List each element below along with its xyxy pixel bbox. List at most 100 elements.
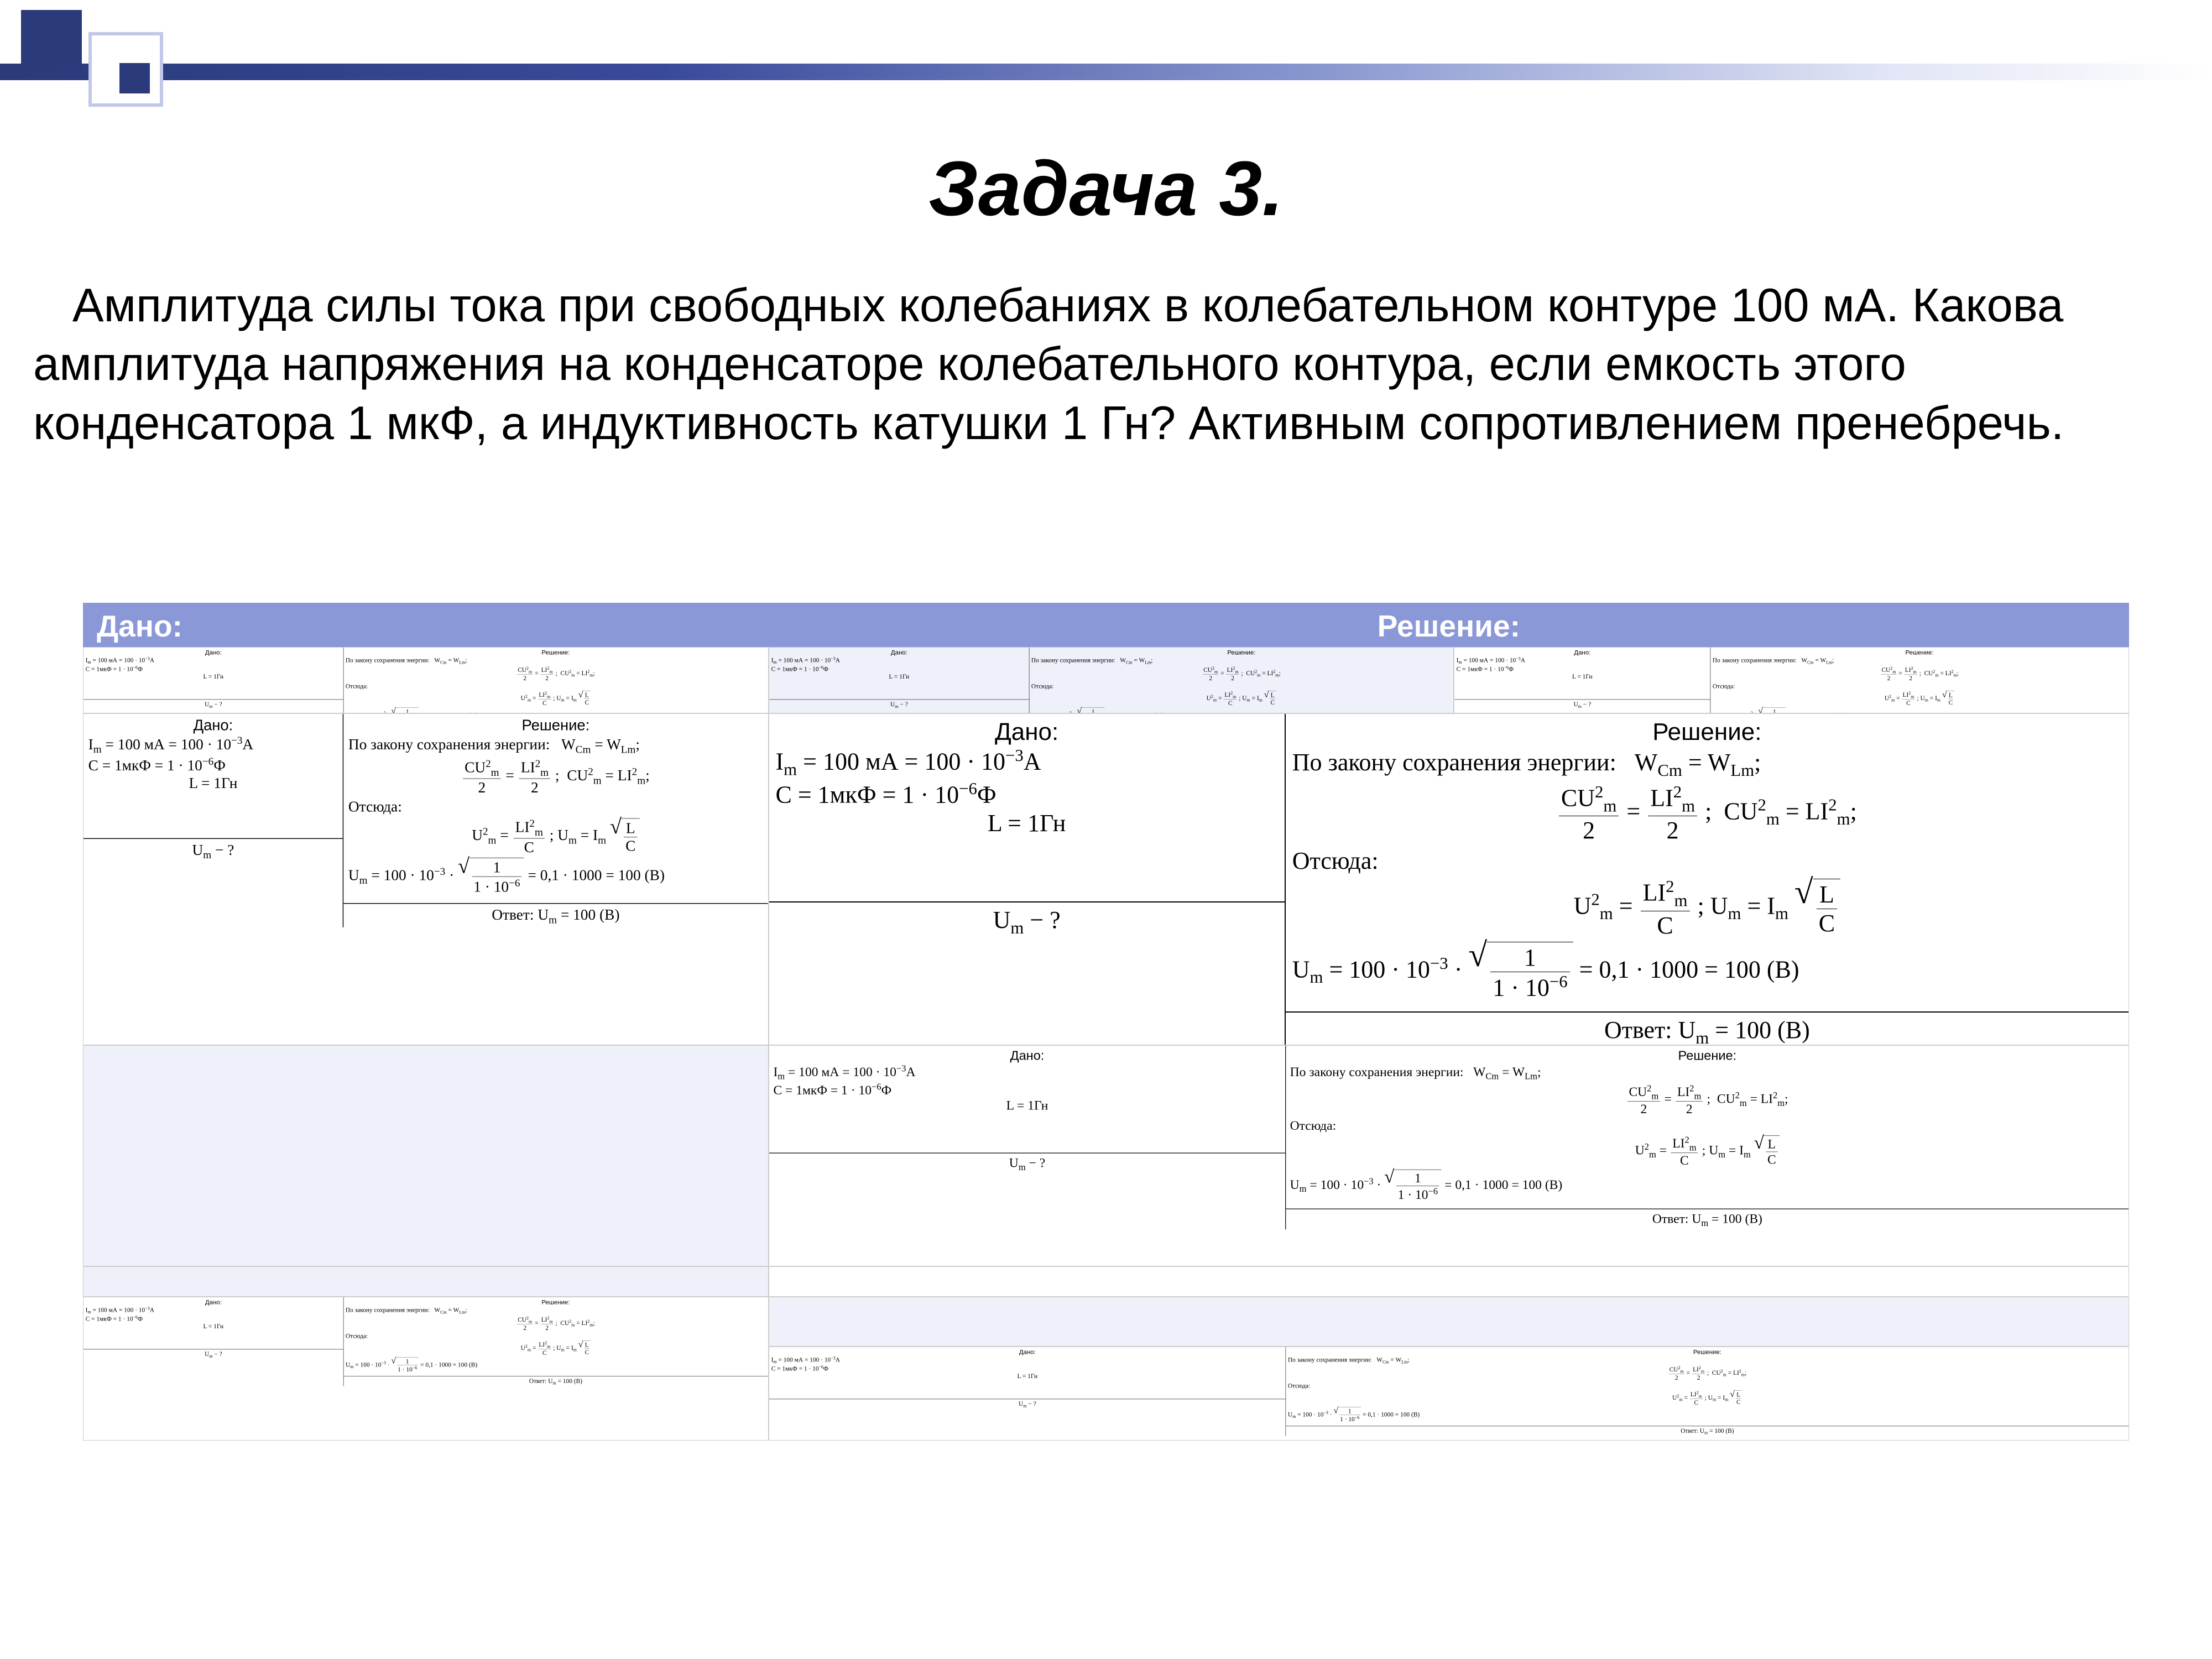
solution-tile: Дано: Im = 100 мА = 100 · 10−3А C = 1мкФ… (83, 713, 769, 1045)
given-Im: Im = 100 мА = 100 · 10−3А (86, 656, 341, 665)
from-here-label: Отсюда: (1292, 847, 2122, 875)
solution-tile: Дано: Im = 100 мА = 100 · 10−3А C = 1мкФ… (769, 647, 1454, 713)
eq-fractions: CU2m2 = LI2m2 ; CU2m = LI2m; (348, 757, 763, 796)
solution-label: Решение: (1290, 1048, 2124, 1063)
find-Um: Um − ? (86, 701, 341, 709)
problem-statement: Амплитуда силы тока при свободных колеба… (33, 276, 2179, 453)
answer-line: Ответ: Um = 100 (В) (1290, 1211, 2124, 1228)
eq-numeric: Um = 100 · 10−3 · √11 · 10−6 = 0,1 · 100… (1292, 942, 2122, 1002)
solution-column: Решение: По закону сохранения энергии: W… (1286, 1347, 2128, 1436)
eq-energy-law: По закону сохранения энергии: WCm = WLm; (1292, 748, 2122, 780)
eq-numeric: Um = 100 · 10−3 · √11 · 10−6 = 0,1 · 100… (1287, 1407, 2126, 1423)
solution-column: Решение: По закону сохранения энергии: W… (343, 648, 768, 713)
given-C: C = 1мкФ = 1 · 10−6Ф (771, 665, 1026, 672)
solution-column: Решение: По закону сохранения энергии: W… (1286, 714, 2128, 1045)
solution-block: Дано: Im = 100 мА = 100 · 10−3А C = 1мкФ… (769, 1046, 2128, 1230)
solution-label: Решение: (1713, 649, 2127, 656)
eq-Um-derive: U2m = LI2mC ; Um = Im √LC (348, 817, 763, 856)
solution-block: Дано: Im = 100 мА = 100 · 10−3А C = 1мкФ… (84, 648, 768, 713)
solution-tile: Дано: Im = 100 мА = 100 · 10−3А C = 1мкФ… (83, 1297, 769, 1441)
solution-tile (769, 1266, 2130, 1297)
by-law-text: По закону сохранения энергии: (346, 1307, 430, 1314)
given-column: Дано: Im = 100 мА = 100 · 10−3А C = 1мкФ… (1454, 648, 1710, 713)
find-Um: Um − ? (1457, 701, 1708, 709)
given-label: Дано: (1457, 649, 1708, 656)
given-Im: Im = 100 мА = 100 · 10−3А (88, 734, 338, 755)
given-Im: Im = 100 мА = 100 · 10−3А (86, 1306, 341, 1314)
by-law-text: По закону сохранения энергии: (1290, 1065, 1463, 1079)
problem-text-content: Амплитуда силы тока при свободных колеба… (33, 279, 2064, 450)
given-L: L = 1Гн (88, 774, 338, 792)
header-solution: Решение: (769, 603, 2130, 647)
solution-tile (83, 1266, 769, 1297)
given-L: L = 1Гн (86, 673, 341, 680)
solution-table: Дано: Решение: Дано: Im = 100 мА = 100 ·… (83, 603, 2129, 1637)
eq-energy-law: По закону сохранения энергии: WCm = WLm; (1713, 657, 2127, 665)
given-column: Дано: Im = 100 мА = 100 · 10−3А C = 1мкФ… (84, 1297, 343, 1386)
solution-block: Дано: Im = 100 мА = 100 · 10−3А C = 1мкФ… (84, 714, 768, 927)
solution-tile: Дано: Im = 100 мА = 100 · 10−3А C = 1мкФ… (83, 647, 769, 713)
given-label: Дано: (776, 718, 1278, 746)
solution-column: Решение: По закону сохранения энергии: W… (1029, 648, 1453, 713)
eq-Um-derive: U2m = LI2mC ; Um = Im √LC (1713, 691, 2127, 707)
eq-fractions: CU2m2 = LI2m2 ; CU2m = LI2m; (346, 666, 766, 682)
from-here-label: Отсюда: (1290, 1118, 2124, 1133)
solution-column: Решение: По закону сохранения энергии: W… (1286, 1046, 2128, 1230)
answer-prefix: Ответ: (1604, 1016, 1672, 1044)
answer-line: Ответ: Um = 100 (В) (346, 1378, 766, 1386)
given-C: C = 1мкФ = 1 · 10−6Ф (773, 1082, 1281, 1098)
by-law-text: По закону сохранения энергии: (348, 736, 550, 753)
given-column: Дано: Im = 100 мА = 100 · 10−3А C = 1мкФ… (769, 648, 1029, 713)
by-law-text: По закону сохранения энергии: (1292, 749, 1616, 776)
corner-square-inner (119, 63, 150, 93)
solution-block: Дано: Im = 100 мА = 100 · 10−3А C = 1мкФ… (1454, 648, 2128, 713)
given-L: L = 1Гн (771, 673, 1026, 680)
solution-block: Дано: Im = 100 мА = 100 · 10−3А C = 1мкФ… (769, 648, 1454, 713)
given-label: Дано: (86, 649, 341, 656)
eq-energy-law: По закону сохранения энергии: WCm = WLm; (1290, 1065, 2124, 1082)
eq-fractions: CU2m2 = LI2m2 ; CU2m = LI2m; (346, 1316, 766, 1332)
given-C: C = 1мкФ = 1 · 10−6Ф (86, 665, 341, 672)
solution-tile-medium: Дано: Im = 100 мА = 100 · 10−3А C = 1мкФ… (769, 1045, 2130, 1266)
eq-energy-law: По закону сохранения энергии: WCm = WLm; (346, 657, 766, 665)
from-here-label: Отсюда: (346, 682, 766, 690)
find-Um: Um − ? (773, 1155, 1281, 1172)
find-Um: Um − ? (771, 1400, 1283, 1408)
given-label: Дано: (88, 717, 338, 734)
from-here-label: Отсюда: (346, 1332, 766, 1339)
eq-fractions: CU2m2 = LI2m2 ; CU2m = LI2m; (1287, 1365, 2126, 1381)
solution-block: Дано: Im = 100 мА = 100 · 10−3А C = 1мкФ… (769, 1347, 2129, 1436)
solution-label: Решение: (346, 1298, 766, 1306)
eq-Um-derive: U2m = LI2mC ; Um = Im √LC (1292, 877, 2122, 939)
given-label: Дано: (773, 1048, 1281, 1063)
solution-tile-stack: Дано: Im = 100 мА = 100 · 10−3А C = 1мкФ… (769, 1297, 2130, 1441)
given-label: Дано: (771, 1348, 1283, 1355)
given-column: Дано: Im = 100 мА = 100 · 10−3А C = 1мкФ… (769, 714, 1286, 1045)
solution-block: Дано: Im = 100 мА = 100 · 10−3А C = 1мкФ… (84, 1297, 768, 1386)
corner-square-light (88, 32, 163, 107)
answer-prefix: Ответ: (529, 1378, 547, 1385)
solution-tiles-grid: Дано: Im = 100 мА = 100 · 10−3А C = 1мкФ… (83, 647, 2129, 1441)
given-Im: Im = 100 мА = 100 · 10−3А (771, 656, 1026, 665)
table-header: Дано: Решение: (83, 603, 2129, 647)
eq-energy-law: По закону сохранения энергии: WCm = WLm; (346, 1307, 766, 1315)
from-here-label: Отсюда: (348, 798, 763, 816)
given-C: C = 1мкФ = 1 · 10−6Ф (88, 755, 338, 774)
given-L: L = 1Гн (771, 1373, 1283, 1380)
eq-energy-law: По закону сохранения энергии: WCm = WLm; (348, 736, 763, 756)
given-L: L = 1Гн (86, 1323, 341, 1330)
given-column: Дано: Im = 100 мА = 100 · 10−3А C = 1мкФ… (84, 714, 343, 927)
solution-tile-large: Дано: Im = 100 мА = 100 · 10−3А C = 1мкФ… (769, 713, 2130, 1045)
eq-energy-law: По закону сохранения энергии: WCm = WLm; (1287, 1357, 2126, 1365)
answer-prefix: Ответ: (1681, 1427, 1698, 1434)
answer-prefix: Ответ: (1652, 1212, 1688, 1226)
solution-label: Решение: (1031, 649, 1451, 656)
find-Um: Um − ? (88, 841, 338, 861)
eq-numeric: Um = 100 · 10−3 · √11 · 10−6 = 0,1 · 100… (346, 707, 766, 713)
solution-column: Решение: По закону сохранения энергии: W… (1710, 648, 2128, 713)
header-given: Дано: (83, 603, 769, 647)
eq-numeric: Um = 100 · 10−3 · √11 · 10−6 = 0,1 · 100… (1713, 707, 2127, 713)
find-Um: Um − ? (86, 1350, 341, 1359)
eq-fractions: CU2m2 = LI2m2 ; CU2m = LI2m; (1713, 666, 2127, 682)
eq-Um-derive: U2m = LI2mC ; Um = Im √LC (1031, 691, 1451, 707)
